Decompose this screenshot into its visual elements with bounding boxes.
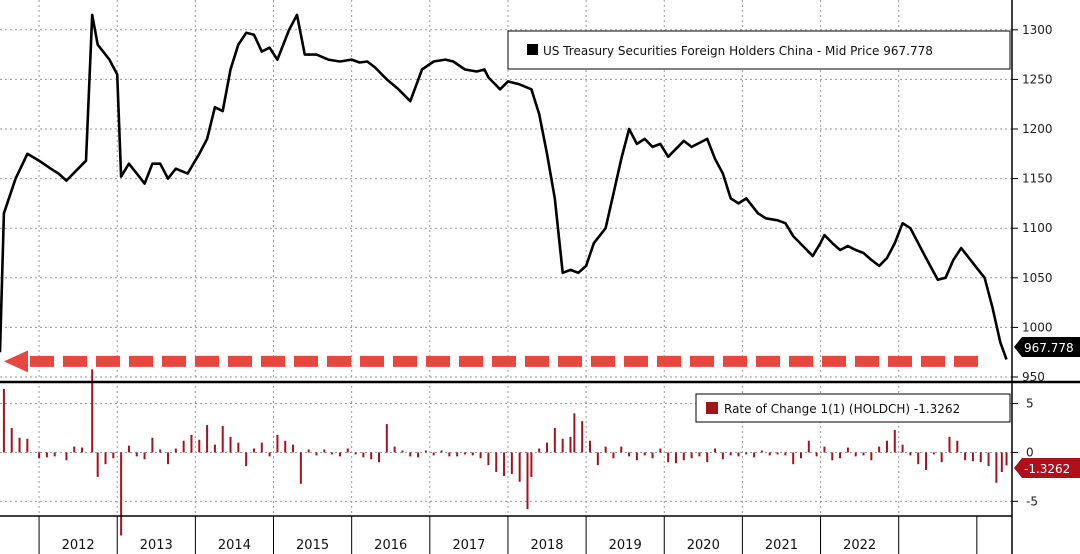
top-grid	[0, 0, 1012, 380]
legend-top-text: US Treasury Securities Foreign Holders C…	[543, 44, 933, 58]
legend-swatch-bar	[706, 402, 718, 414]
y-tick-label-top: 1150	[1022, 172, 1053, 186]
y-tick-label-top: 1050	[1022, 271, 1053, 285]
x-tick-label: 2021	[765, 538, 798, 553]
y-ticks-bottom: 5 0 -5	[1012, 397, 1038, 508]
legend-swatch-line	[527, 44, 538, 55]
y-tick-label-top: 1000	[1022, 320, 1053, 334]
y-tick-label-top: 1250	[1022, 72, 1053, 86]
y-tick-label-bottom: 0	[1026, 445, 1034, 459]
y-tick-label-top: 1200	[1022, 122, 1053, 136]
last-value-badge-top: 967.778	[1014, 337, 1080, 357]
y-tick-label-bottom: 5	[1026, 397, 1034, 411]
legend-bottom-text: Rate of Change 1(1) (HOLDCH) -1.3262	[724, 402, 960, 416]
x-tick-label: 2018	[530, 538, 563, 553]
legend-top: US Treasury Securities Foreign Holders C…	[507, 30, 1011, 70]
y-tick-label-top: 1300	[1022, 23, 1053, 37]
legend-bottom: Rate of Change 1(1) (HOLDCH) -1.3262	[695, 393, 1011, 423]
last-value-badge-bottom: -1.3262	[1014, 458, 1080, 478]
y-tick-label-bottom: -5	[1026, 494, 1038, 508]
roc-bars	[0, 369, 1012, 536]
last-value-bottom: -1.3262	[1024, 462, 1070, 476]
reference-arrow	[4, 350, 985, 373]
x-tick-label: 2014	[218, 538, 251, 553]
x-ticks: 2012 2013 2014 2015 2016 2017 2018 2019 2020 2021…	[38, 516, 978, 554]
x-tick-label: 2020	[687, 538, 720, 553]
x-tick-label: 2017	[452, 538, 485, 553]
y-tick-label-top: 950	[1022, 370, 1045, 384]
last-value-top: 967.778	[1024, 341, 1074, 355]
x-tick-label: 2015	[296, 538, 329, 553]
x-tick-label: 2019	[609, 538, 642, 553]
price-line	[0, 13, 1008, 360]
x-tick-label: 2013	[140, 538, 173, 553]
x-tick-label: 2012	[62, 538, 95, 553]
y-tick-label-top: 1100	[1022, 221, 1053, 235]
y-ticks-top: 1300 1250 1200 1150 1100 1050 1000 950	[1012, 23, 1053, 384]
reference-arrowhead	[4, 350, 28, 373]
x-tick-label: 2016	[374, 538, 407, 553]
x-tick-label: 2022	[843, 538, 876, 553]
